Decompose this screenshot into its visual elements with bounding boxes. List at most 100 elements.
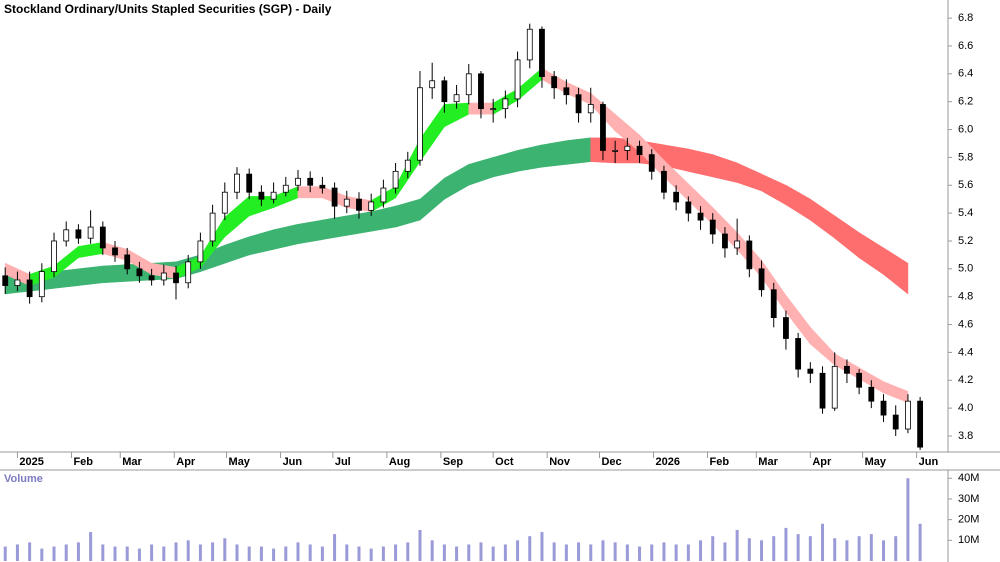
volume-bar [796,534,800,561]
volume-bar [711,536,715,561]
y-tick-label: 4.8 [958,291,973,303]
volume-bar [174,542,178,561]
candle-body [246,173,253,193]
volume-bar [76,542,80,561]
x-tick-label: Sep [443,456,463,468]
volume-bar [101,544,105,561]
x-tick-label: May [229,456,251,468]
x-tick-label: Dec [601,456,621,468]
volume-bar [406,542,410,561]
candle-body [551,76,558,89]
volume-bar [564,544,568,561]
volume-bar [394,544,398,561]
volume-bar [869,534,873,561]
volume-bar [540,532,544,561]
candle-body [770,289,777,318]
volume-bar [735,529,739,561]
volume-bar [40,548,44,561]
y-tick-label: 4.4 [958,346,973,358]
y-tick-label: 3.8 [958,430,973,442]
volume-bar [186,540,190,561]
candle-body [465,73,472,96]
volume-bar [528,536,532,561]
candle-body [99,226,106,249]
volume-bar [64,544,68,561]
candle-body [734,240,741,249]
candle-body [75,229,82,239]
y-tick-label: 5.4 [958,207,973,219]
y-tick-label: 4.2 [958,374,973,386]
x-tick-label: May [865,456,887,468]
y-tick-label: 5.2 [958,235,973,247]
band-segment [883,247,909,295]
y-tick-label: 5.8 [958,151,973,163]
volume-bar [272,548,276,561]
volume-bar [479,542,483,561]
volume-bar [601,540,605,561]
x-tick-label: Nov [549,456,571,468]
chart-title: Stockland Ordinary/Units Stapled Securit… [4,2,332,16]
candle-body [612,150,619,152]
x-tick-label: Mar [758,456,778,468]
volume-tick-label: 30M [958,493,979,505]
volume-bar [894,536,898,561]
volume-bar [442,544,446,561]
volume-bar [259,546,263,561]
x-tick-label: 2025 [19,456,43,468]
bands [4,67,909,403]
candle-body [14,279,21,286]
candle-body [819,372,826,409]
volume-bar [15,544,19,561]
candle-body [270,191,277,200]
volume-bar [345,544,349,561]
x-tick-label: Jul [335,456,351,468]
volume-bar [137,548,141,561]
candle-body [905,400,911,430]
candle-body [575,94,582,114]
volume-bar [918,523,922,561]
candle-body [514,59,521,100]
candle-body [636,145,643,156]
x-tick-label: Jun [283,456,303,468]
candle-body [368,201,375,211]
y-tick-label: 6.4 [958,68,973,80]
candle-body [307,177,314,186]
band-segment [322,215,348,240]
candle-body [661,170,667,193]
volume-bar [211,542,215,561]
candle-body [722,233,728,249]
candle-body [319,184,326,189]
candle-body [160,272,167,281]
candle-body [258,191,265,200]
y-tick-label: 4.6 [958,318,973,330]
x-tick-label: 2026 [655,456,679,468]
candle-body [112,247,118,256]
candle-body [758,268,765,291]
volume-bar [650,544,654,561]
y-tick-label: 4.0 [958,402,973,414]
volume-bar [308,544,312,561]
volume-tick-label: 10M [958,534,979,546]
candle-body [746,240,753,270]
candle-body [868,386,875,402]
candle-body [63,229,70,242]
band-segment [566,137,592,165]
candle-body [648,154,655,172]
candle-body [282,184,289,193]
volume-bar [113,546,117,561]
candle-body [490,108,497,111]
volume-bar [760,540,764,561]
volume-bar [821,523,825,561]
volume-bar [3,546,7,561]
candle-body [587,104,594,114]
candle-body [417,87,423,161]
candle-body [51,240,57,273]
candle-body [185,261,192,284]
volume-bar [613,542,617,561]
candle-body [563,87,570,96]
candle-body [709,219,716,235]
volume-bar [625,544,629,561]
